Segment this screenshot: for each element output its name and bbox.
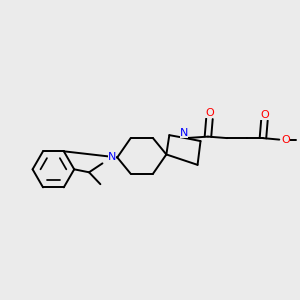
Text: O: O <box>205 108 214 118</box>
Text: O: O <box>282 135 290 145</box>
Text: N: N <box>108 152 116 162</box>
Text: O: O <box>260 110 269 120</box>
Text: N: N <box>180 128 188 138</box>
